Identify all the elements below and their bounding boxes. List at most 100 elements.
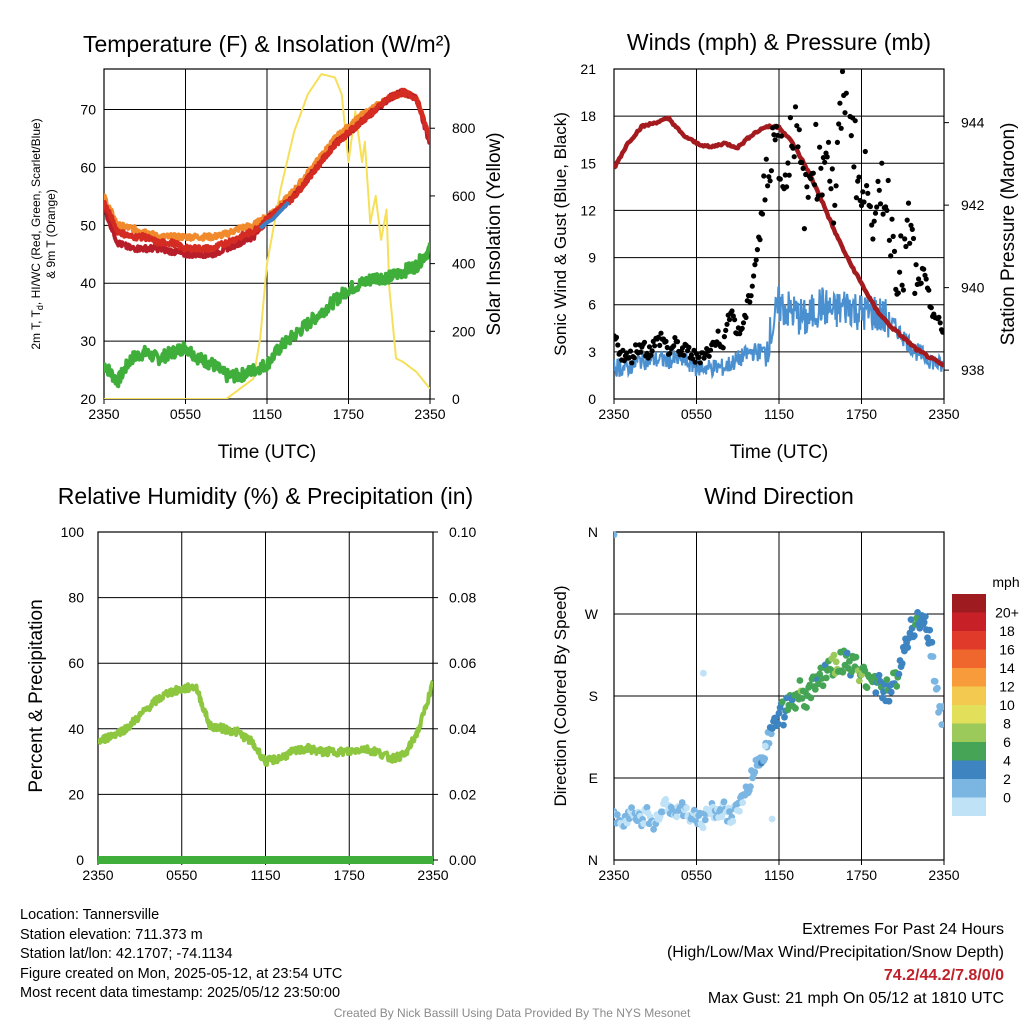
- gust-point: [846, 59, 851, 64]
- gust-point: [869, 222, 875, 228]
- y2-axis-label: Solar Insolation (Yellow): [484, 132, 505, 335]
- gust-point: [905, 200, 912, 206]
- y-label-part: , HI/WC (Red, Green, Scarlet/Blue): [29, 118, 43, 305]
- gust-point: [832, 202, 838, 208]
- panel-humidity: 2350 0550 1150 1750 23500204060801000.000.02…: [26, 483, 476, 883]
- x-tick-label: 1150: [252, 406, 282, 422]
- gust-point: [707, 347, 714, 353]
- gust-point: [720, 345, 726, 351]
- y-tick-label: 21: [580, 61, 596, 77]
- x-tick-label: 1750: [334, 867, 365, 883]
- direction-point: [848, 668, 855, 676]
- gust-point: [803, 171, 809, 178]
- y-tick-label: W: [585, 606, 599, 622]
- gust-point: [667, 350, 673, 357]
- colorbar-swatch: [952, 779, 986, 798]
- gust-point: [867, 203, 874, 210]
- direction-point: [673, 813, 681, 821]
- y2-axis-label: Station Pressure (Maroon): [998, 123, 1019, 346]
- gust-point: [787, 115, 794, 121]
- x-axis-label: Time (UTC): [730, 442, 829, 463]
- series-rh: [98, 679, 433, 767]
- y-tick-label: 80: [68, 590, 84, 606]
- chart-title: Temperature (F) & Insolation (W/m²): [83, 31, 451, 57]
- y2-tick-label: 944: [961, 115, 985, 131]
- gust-point: [795, 144, 801, 150]
- station-elevation: Station elevation: 711.373 m: [20, 926, 203, 943]
- gust-point: [860, 189, 866, 195]
- direction-point: [827, 666, 835, 673]
- gust-point: [842, 110, 848, 116]
- gust-point: [865, 190, 871, 196]
- gust-point: [898, 233, 904, 239]
- direction-point: [929, 653, 937, 660]
- direction-point: [863, 684, 871, 691]
- y-tick-label: N: [588, 524, 598, 540]
- direction-point: [729, 817, 737, 825]
- gust-point: [706, 353, 712, 359]
- gust-point: [782, 172, 788, 178]
- direction-point: [904, 644, 912, 651]
- gust-point: [747, 299, 753, 305]
- colorbar-swatch: [952, 668, 986, 687]
- gust-point: [888, 253, 894, 259]
- y2-tick-label: 938: [961, 362, 985, 378]
- colorbar-label: 0: [1003, 790, 1011, 806]
- gust-point: [811, 182, 818, 188]
- gust-point: [819, 192, 825, 198]
- gust-point: [726, 317, 733, 323]
- gust-point: [740, 320, 747, 326]
- gust-point: [910, 235, 917, 242]
- gust-point: [649, 348, 655, 354]
- plot-frame: [613, 531, 945, 861]
- gust-point: [891, 248, 898, 254]
- direction-point: [683, 804, 690, 812]
- gust-point: [629, 360, 635, 366]
- y-tick-label: 60: [80, 159, 96, 175]
- colorbar-label: 20+: [995, 605, 1019, 621]
- gust-point: [827, 178, 833, 184]
- gust-point: [801, 226, 808, 232]
- x-tick-label: 0550: [681, 867, 712, 883]
- series-hiwc_blue: [258, 200, 291, 230]
- colorbar-label: 6: [1003, 734, 1011, 750]
- direction-point: [768, 815, 776, 823]
- gust-point: [721, 334, 728, 340]
- direction-point: [643, 804, 651, 811]
- gust-point: [899, 282, 905, 288]
- direction-point: [718, 813, 726, 820]
- y2-tick-label: 0: [452, 391, 460, 407]
- y-tick-label: 40: [68, 721, 84, 737]
- direction-point: [811, 686, 819, 693]
- direction-point: [928, 638, 936, 646]
- chart-title: Wind Direction: [704, 483, 854, 509]
- gust-point: [921, 266, 927, 272]
- direction-point: [761, 742, 769, 750]
- direction-point: [701, 816, 709, 824]
- direction-point: [887, 688, 895, 696]
- colorbar-swatch: [952, 631, 986, 650]
- y2-tick-label: 600: [452, 188, 476, 204]
- gust-point: [671, 343, 677, 349]
- gust-point: [862, 148, 868, 155]
- gust-point: [916, 276, 922, 282]
- direction-point: [872, 689, 880, 697]
- y-tick-label: 9: [588, 250, 596, 266]
- gust-point: [772, 137, 778, 143]
- gust-point: [739, 325, 745, 331]
- gust-point: [813, 121, 819, 127]
- gust-point: [792, 104, 799, 110]
- gust-point: [839, 69, 846, 75]
- y-tick-label: 3: [588, 344, 596, 360]
- gust-point: [876, 187, 882, 193]
- gust-point: [872, 210, 879, 216]
- gust-point: [757, 237, 763, 243]
- y-tick-label: 6: [588, 297, 596, 313]
- x-tick-label: 0550: [166, 867, 197, 883]
- gust-point: [904, 217, 910, 223]
- y-tick-label: 20: [80, 391, 96, 407]
- gust-point: [861, 199, 867, 205]
- gust-point: [648, 352, 654, 358]
- x-tick-label: 2350: [928, 867, 959, 883]
